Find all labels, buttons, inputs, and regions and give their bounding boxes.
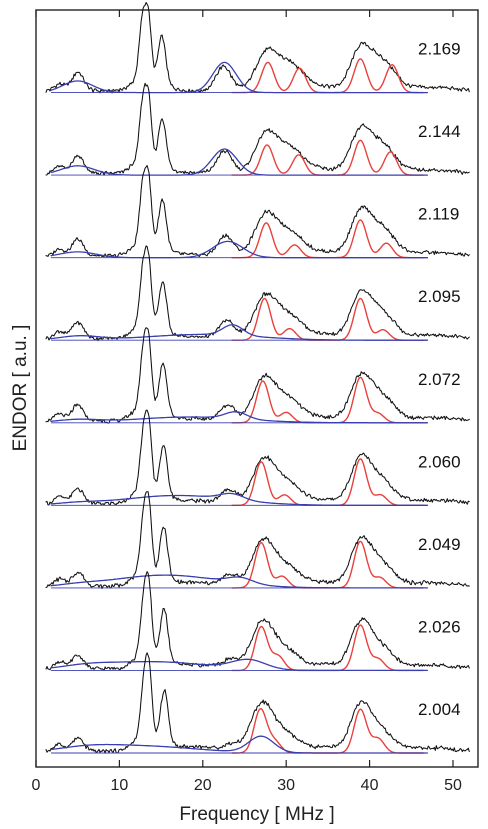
spectrum-2.026: 2.026 [45, 571, 470, 672]
spectrum-2.060: 2.060 [45, 409, 470, 506]
spectrum-2.095: 2.095 [45, 245, 470, 342]
spectrum-2.049: 2.049 [45, 491, 470, 590]
g-value-label: 2.119 [418, 205, 459, 224]
y-axis-title: ENDOR [ a.u. ] [10, 325, 31, 452]
g-value-label: 2.004 [418, 700, 461, 719]
experimental-trace [45, 491, 470, 590]
x-tick-label: 20 [194, 777, 212, 794]
experimental-trace [45, 1, 470, 94]
g-value-label: 2.095 [418, 287, 461, 306]
experimental-trace [45, 245, 470, 342]
simulation-blue-trace [50, 492, 428, 506]
g-value-label: 2.072 [418, 370, 461, 389]
plot-frame [35, 9, 479, 768]
spectrum-2.004: 2.004 [45, 652, 470, 754]
spectrum-2.144: 2.144 [45, 82, 470, 176]
g-value-label: 2.169 [418, 40, 461, 59]
simulation-blue-trace [50, 61, 428, 94]
experimental-trace [45, 82, 470, 176]
spectrum-2.169: 2.169 [45, 1, 470, 94]
simulation-red-trace [231, 540, 424, 589]
spectra-layer: 2.169 2.144 2.119 2.095 2.072 2.060 2.049 2.026… [45, 1, 470, 754]
g-value-label: 2.144 [418, 122, 461, 141]
experimental-trace [45, 327, 470, 424]
x-tick-label: 40 [361, 777, 379, 794]
x-ticks: 0 10 20 30 40 50 [32, 10, 462, 794]
g-value-label: 2.049 [418, 535, 461, 554]
spectrum-2.119: 2.119 [45, 164, 470, 259]
simulation-blue-trace [50, 658, 428, 672]
simulation-blue-trace [50, 148, 428, 176]
simulation-blue-trace [50, 574, 428, 589]
g-value-label: 2.060 [418, 452, 461, 471]
experimental-trace [45, 571, 470, 671]
spectrum-2.072: 2.072 [45, 327, 470, 424]
simulation-red-trace [231, 58, 424, 94]
x-tick-label: 10 [110, 777, 128, 794]
x-tick-label: 30 [277, 777, 295, 794]
x-tick-label: 0 [32, 777, 41, 794]
g-value-label: 2.026 [418, 617, 461, 636]
experimental-trace [45, 409, 470, 506]
x-tick-label: 50 [444, 777, 462, 794]
x-axis-title: Frequency [ MHz ] [179, 804, 334, 825]
